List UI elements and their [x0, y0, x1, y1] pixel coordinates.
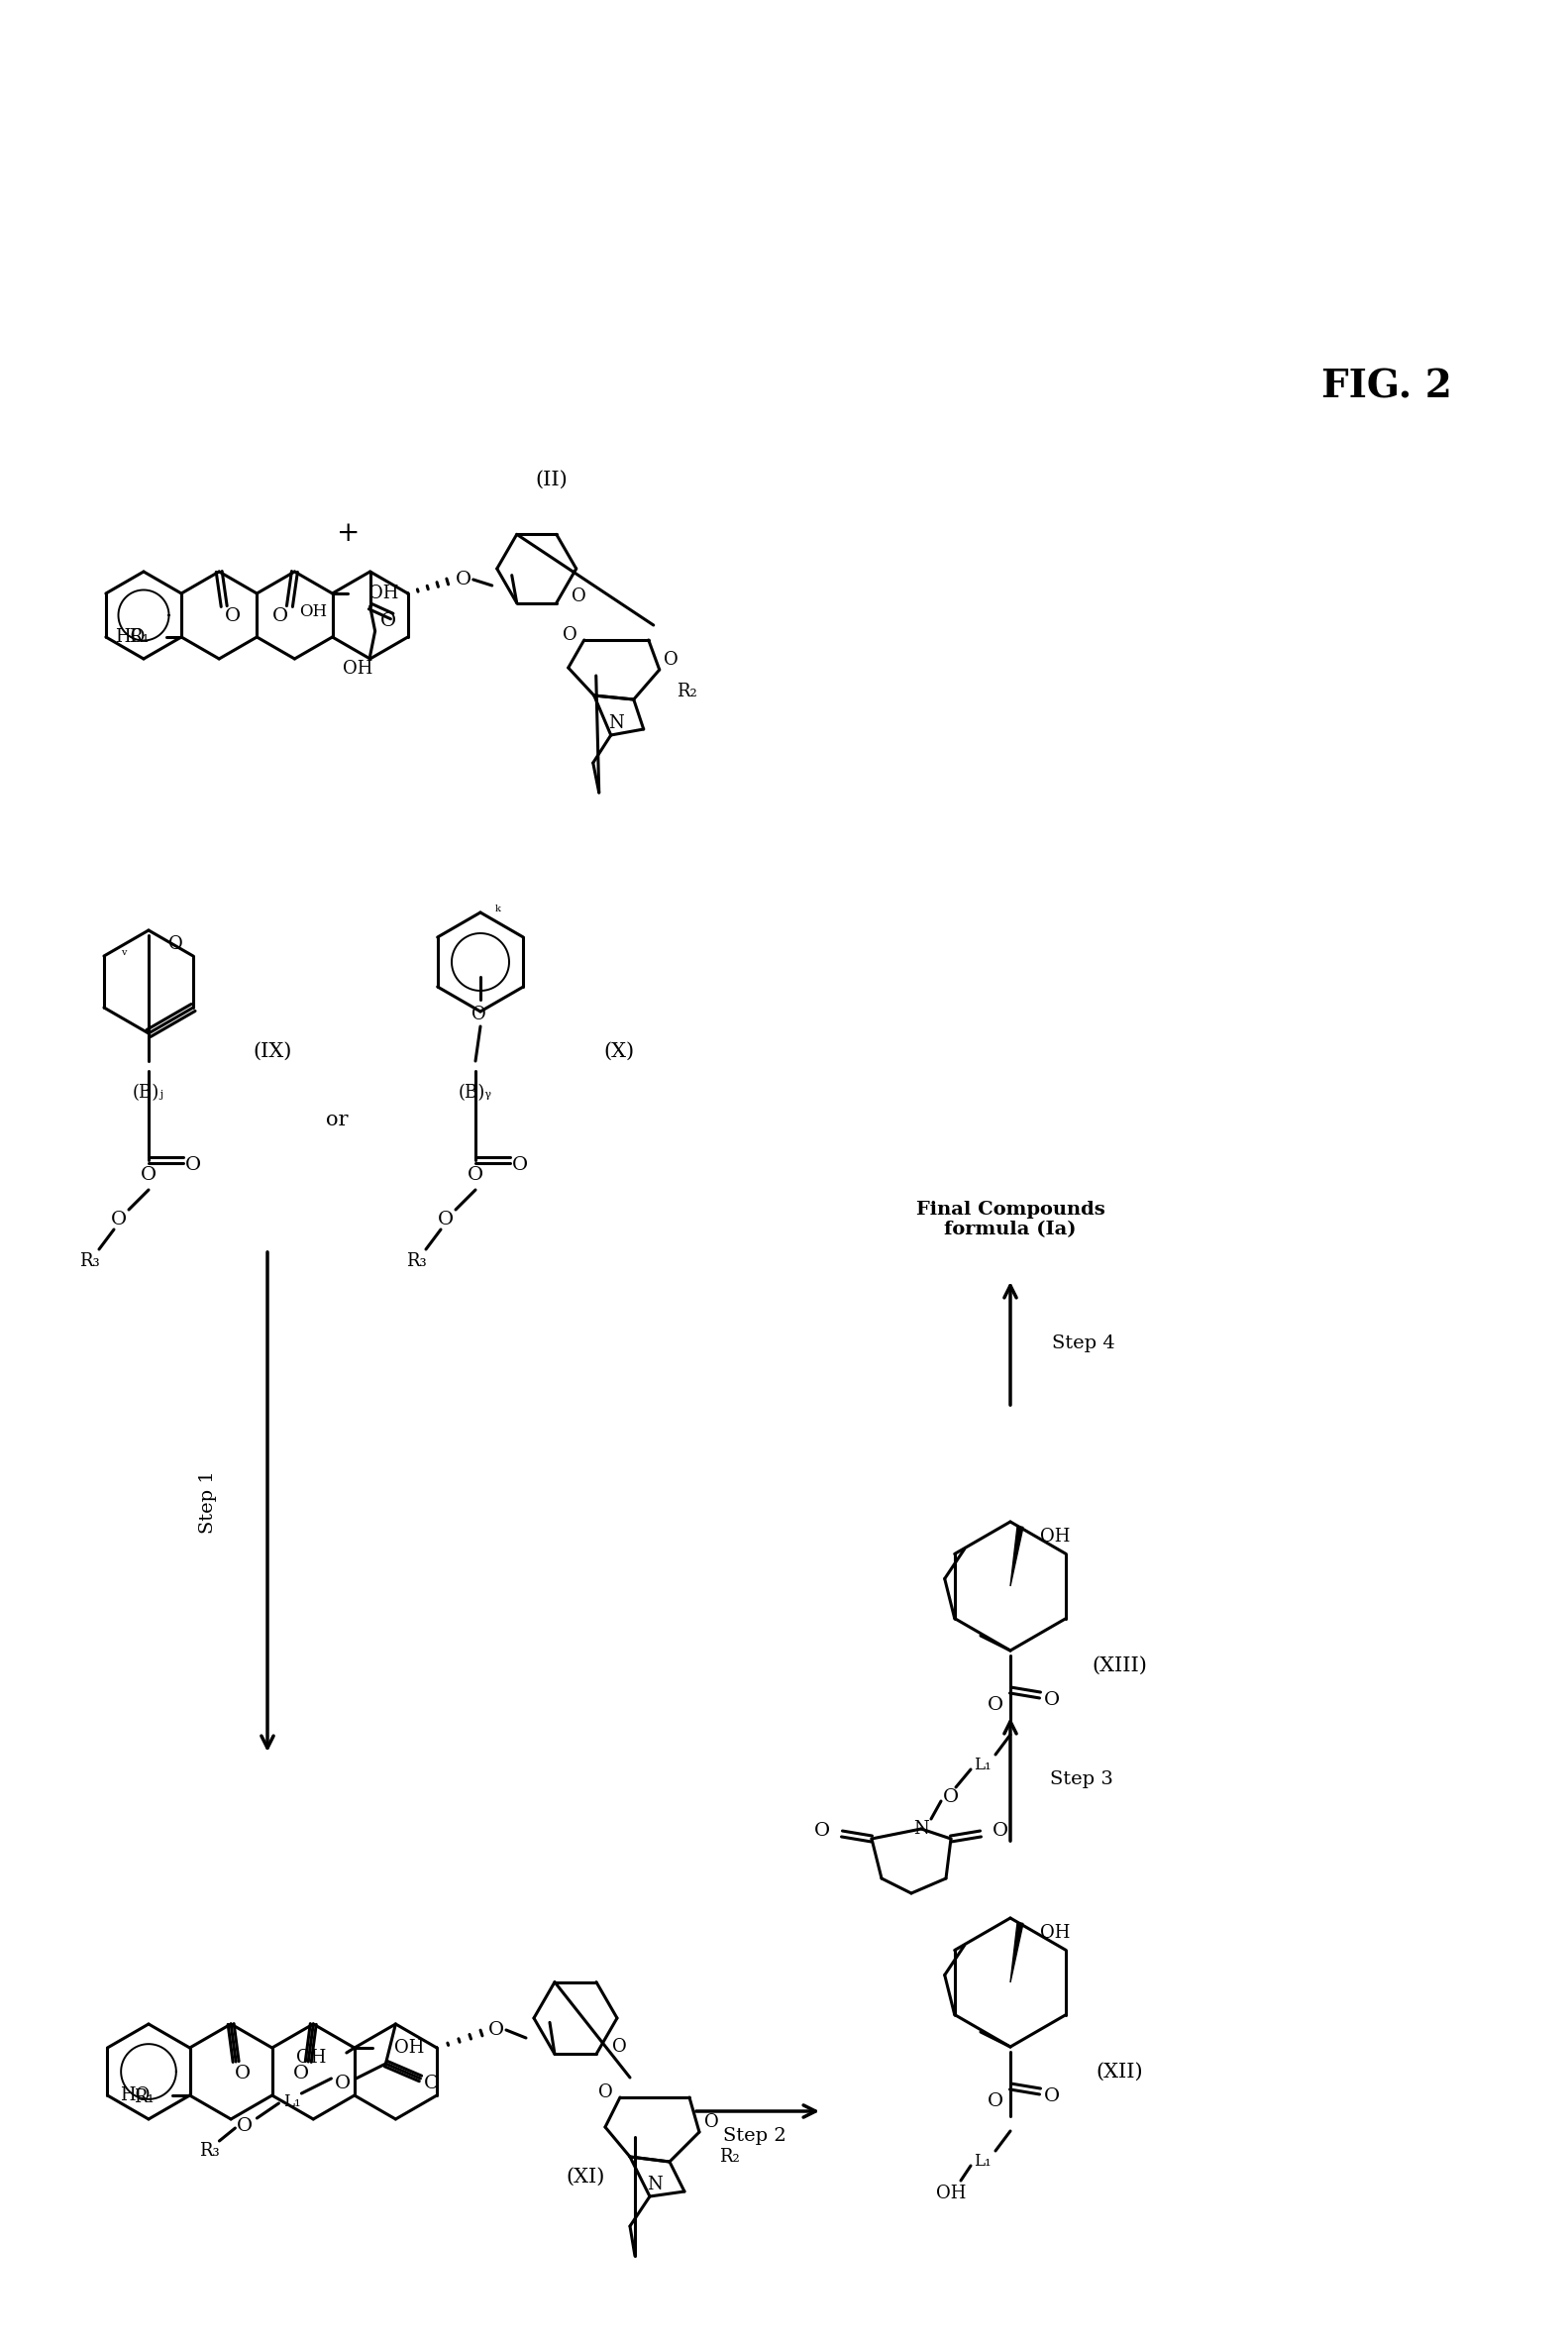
Text: OH: OH: [1040, 1924, 1069, 1943]
Text: O: O: [185, 1156, 201, 1174]
Text: O: O: [488, 2020, 505, 2039]
Text: O: O: [612, 2039, 627, 2055]
Text: OH: OH: [296, 2048, 326, 2067]
Text: HO: HO: [114, 627, 144, 646]
Text: O: O: [988, 2093, 1004, 2109]
Text: O: O: [273, 608, 289, 625]
Text: O: O: [168, 935, 182, 954]
Text: O: O: [988, 1696, 1004, 1715]
Text: O: O: [1044, 1691, 1060, 1710]
Text: O: O: [993, 1823, 1008, 1839]
Text: OH: OH: [936, 2185, 966, 2203]
Text: O: O: [814, 1823, 829, 1839]
Text: O: O: [467, 1165, 483, 1184]
Text: (B)ⱼ: (B)ⱼ: [133, 1083, 165, 1102]
Text: O: O: [571, 587, 586, 606]
Text: O: O: [942, 1788, 960, 1806]
Text: (XIII): (XIII): [1091, 1656, 1146, 1675]
Text: O: O: [425, 2074, 441, 2093]
Text: R₁: R₁: [129, 627, 149, 646]
Text: OH: OH: [368, 585, 398, 601]
Text: O: O: [336, 2074, 351, 2093]
Text: O: O: [141, 1165, 157, 1184]
Text: O: O: [224, 608, 241, 625]
Text: +: +: [337, 521, 361, 547]
Text: R₃: R₃: [78, 1252, 99, 1271]
Text: HO: HO: [121, 2086, 151, 2105]
Text: L₁: L₁: [974, 2154, 991, 2170]
Text: (B)ᵧ: (B)ᵧ: [458, 1083, 492, 1102]
Text: ᵥ: ᵥ: [121, 944, 127, 958]
Text: OH: OH: [343, 660, 373, 677]
Text: N: N: [648, 2175, 663, 2194]
Text: O: O: [293, 2065, 309, 2084]
Text: R₃: R₃: [406, 1252, 426, 1271]
Text: O: O: [235, 2065, 251, 2084]
Text: (II): (II): [535, 470, 568, 489]
Text: O: O: [437, 1210, 453, 1229]
Text: O: O: [1044, 2088, 1060, 2105]
Text: R₂: R₂: [718, 2147, 739, 2166]
Text: O: O: [470, 1005, 486, 1024]
Text: Final Compounds
formula (Ia): Final Compounds formula (Ia): [916, 1200, 1105, 1238]
Text: O: O: [455, 571, 472, 590]
Text: FIG. 2: FIG. 2: [1322, 369, 1452, 406]
Text: (IX): (IX): [252, 1041, 292, 1059]
Text: O: O: [563, 627, 577, 644]
Text: (XI): (XI): [566, 2168, 605, 2187]
Text: (XII): (XII): [1096, 2062, 1143, 2081]
Text: O: O: [513, 1156, 528, 1174]
Text: Step 3: Step 3: [1051, 1771, 1113, 1788]
Text: O: O: [704, 2114, 718, 2131]
Text: OH: OH: [394, 2039, 425, 2058]
Text: R₁: R₁: [133, 2088, 154, 2107]
Text: OH: OH: [299, 604, 328, 620]
Text: R₂: R₂: [677, 684, 698, 700]
Polygon shape: [1010, 1921, 1024, 1983]
Text: L₁: L₁: [282, 2093, 301, 2109]
Text: N: N: [608, 714, 624, 733]
Text: R₃: R₃: [199, 2142, 220, 2159]
Polygon shape: [1010, 1527, 1024, 1586]
Text: (X): (X): [604, 1041, 635, 1059]
Text: O: O: [379, 613, 395, 630]
Text: L₁: L₁: [974, 1757, 991, 1773]
Text: Step 4: Step 4: [1052, 1334, 1115, 1353]
Text: Step 1: Step 1: [199, 1470, 216, 1534]
Text: O: O: [237, 2116, 252, 2135]
Text: O: O: [663, 651, 679, 669]
Text: O: O: [597, 2084, 613, 2102]
Text: O: O: [111, 1210, 127, 1229]
Text: OH: OH: [1040, 1527, 1069, 1546]
Text: N: N: [914, 1820, 928, 1837]
Text: or: or: [326, 1111, 348, 1130]
Text: ₖ: ₖ: [495, 900, 502, 914]
Text: Step 2: Step 2: [723, 2128, 787, 2145]
